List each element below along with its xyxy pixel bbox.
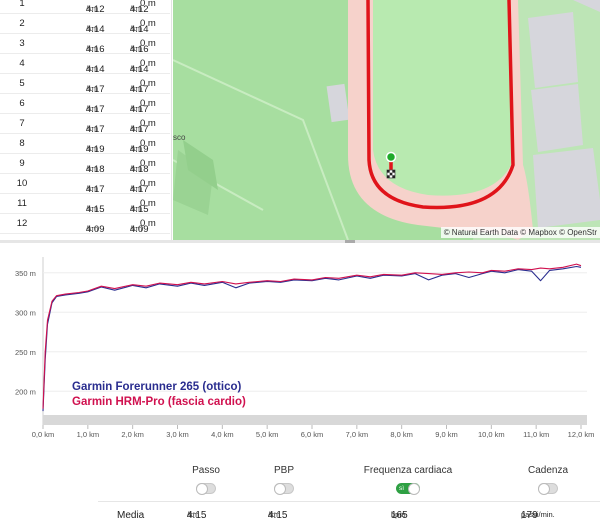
lap-elevation: 0 m (140, 78, 156, 89)
lap-row[interactable]: 1 4:12 /km 4:12 /km 0 m (0, 0, 170, 15)
x-tick-label: 5,0 km (256, 430, 279, 439)
lap-elevation: 0 m (140, 138, 156, 149)
y-tick-label: 300 m (15, 308, 36, 317)
toggle-label: Passo (192, 465, 220, 476)
y-tick-label: 250 m (15, 348, 36, 357)
panel-divider[interactable] (0, 240, 600, 243)
x-tick-label: 12,0 km (568, 430, 595, 439)
map-place-label: sco (173, 133, 186, 142)
lap-elevation: 0 m (140, 58, 156, 69)
toggle-label: Frequenza cardiaca (363, 465, 453, 476)
toggle-passo[interactable]: Passo (146, 465, 266, 498)
laps-table: 1 4:12 /km 4:12 /km 0 m 2 4:14 /km 4:14 /km 0 m… (0, 0, 172, 240)
lap-elevation: 0 m (140, 198, 156, 209)
lap-elevation: 0 m (140, 38, 156, 49)
start-marker-icon (385, 151, 397, 163)
x-tick-label: 0,0 km (32, 430, 55, 439)
toggle-pbp[interactable]: PBP (224, 465, 344, 498)
lap-elevation: 0 m (140, 118, 156, 129)
x-tick-label: 3,0 km (166, 430, 189, 439)
series-line-hrm-pro (42, 263, 582, 409)
lap-elevation: 0 m (140, 98, 156, 109)
map-attribution: © Natural Earth Data © Mapbox © OpenStr (440, 227, 600, 238)
lap-row[interactable]: 8 4:19 /km 4:19 /km 0 m (0, 134, 170, 155)
x-tick-label: 2,0 km (121, 430, 144, 439)
lap-row[interactable]: 6 4:17 /km 4:17 /km 0 m (0, 94, 170, 115)
stats-divider (98, 501, 600, 502)
cadenza-toggle-switch[interactable] (538, 483, 558, 496)
legend-entry-hrm-pro: Garmin HRM-Pro (fascia cardio) (72, 396, 246, 408)
lap-row[interactable]: 5 4:17 /km 4:17 /km 0 m (0, 74, 170, 95)
lap-number: 10 (16, 178, 28, 189)
lap-number: 6 (19, 98, 25, 109)
lap-number: 2 (19, 18, 25, 29)
lap-number: 12 (16, 218, 28, 229)
passo-toggle-switch[interactable] (196, 483, 216, 496)
finish-flag-icon (386, 169, 396, 179)
x-axis-band (43, 415, 587, 425)
lap-number: 9 (19, 158, 25, 169)
lap-row[interactable]: 12 4:09 /km 4:09 /km 0 m (0, 214, 170, 235)
x-tick-label: 7,0 km (346, 430, 369, 439)
top-panel: 1 4:12 /km 4:12 /km 0 m 2 4:14 /km 4:14 /km 0 m… (0, 0, 600, 240)
lap-number: 11 (17, 198, 27, 209)
x-tick-label: 8,0 km (390, 430, 413, 439)
lap-row[interactable]: 7 4:17 /km 4:17 /km 0 m (0, 114, 170, 135)
y-tick-label: 200 m (15, 387, 36, 396)
x-tick-label: 6,0 km (301, 430, 324, 439)
x-tick-label: 4,0 km (211, 430, 234, 439)
lap-number: 3 (19, 38, 25, 49)
route-map[interactable]: sco © Natural Earth Data © Mapbox © Open… (173, 0, 600, 240)
y-tick-label: 350 m (15, 269, 36, 278)
toggle-label: PBP (273, 465, 294, 476)
x-tick-label: 11,0 km (523, 430, 549, 439)
heart-rate-toggle-switch[interactable]: sì (396, 483, 420, 496)
map-canvas: sco (173, 0, 600, 240)
lap-row[interactable]: 4 4:14 /km 4:14 /km 0 m (0, 54, 170, 75)
lap-number: 4 (19, 58, 25, 69)
lap-row[interactable]: 2 4:14 /km 4:14 /km 0 m (0, 14, 170, 35)
lap-number: 1 (19, 0, 25, 9)
heart-rate-chart: 350 m 300 m 250 m 200 m 0,0 km 1,0 km 2,0 km 3,… (0, 245, 600, 445)
pbp-toggle-switch[interactable] (274, 483, 294, 496)
x-tick-label: 9,0 km (435, 430, 458, 439)
lap-number: 7 (19, 118, 25, 129)
lap-number: 5 (19, 78, 25, 89)
media-row: Media 4:15 /km 4:15 /km 165 bpm 179 pass… (117, 510, 555, 521)
lap-row[interactable]: 9 4:18 /km 4:18 /km 0 m (0, 154, 170, 175)
stats-panel: Passo PBP Frequenza cardiaca sì Cadenza … (0, 465, 600, 531)
lap-row[interactable]: 10 4:17 /km 4:17 /km 0 m (0, 174, 170, 195)
lap-elevation: 0 m (140, 158, 156, 169)
lap-elevation: 0 m (140, 18, 156, 29)
lap-number: 8 (19, 138, 25, 149)
series-line-forerunner (42, 265, 582, 412)
lap-elevation: 0 m (140, 178, 156, 189)
x-tick-label: 10,0 km (478, 430, 505, 439)
legend-entry-forerunner: Garmin Forerunner 265 (ottico) (72, 381, 242, 393)
toggle-label: Cadenza (527, 465, 569, 476)
toggle-cadenza[interactable]: Cadenza (488, 465, 600, 498)
media-label: Media (117, 510, 145, 521)
lap-elevation: 0 m (140, 218, 156, 229)
lap-row[interactable]: 11 4:15 /km 4:15 /km 0 m (0, 194, 170, 215)
lap-row[interactable]: 3 4:16 /km 4:16 /km 0 m (0, 34, 170, 55)
lap-elevation: 0 m (140, 0, 156, 9)
resize-grip-icon[interactable] (345, 240, 355, 243)
toggle-heart-rate[interactable]: Frequenza cardiaca sì (348, 465, 468, 498)
x-tick-label: 1,0 km (77, 430, 100, 439)
